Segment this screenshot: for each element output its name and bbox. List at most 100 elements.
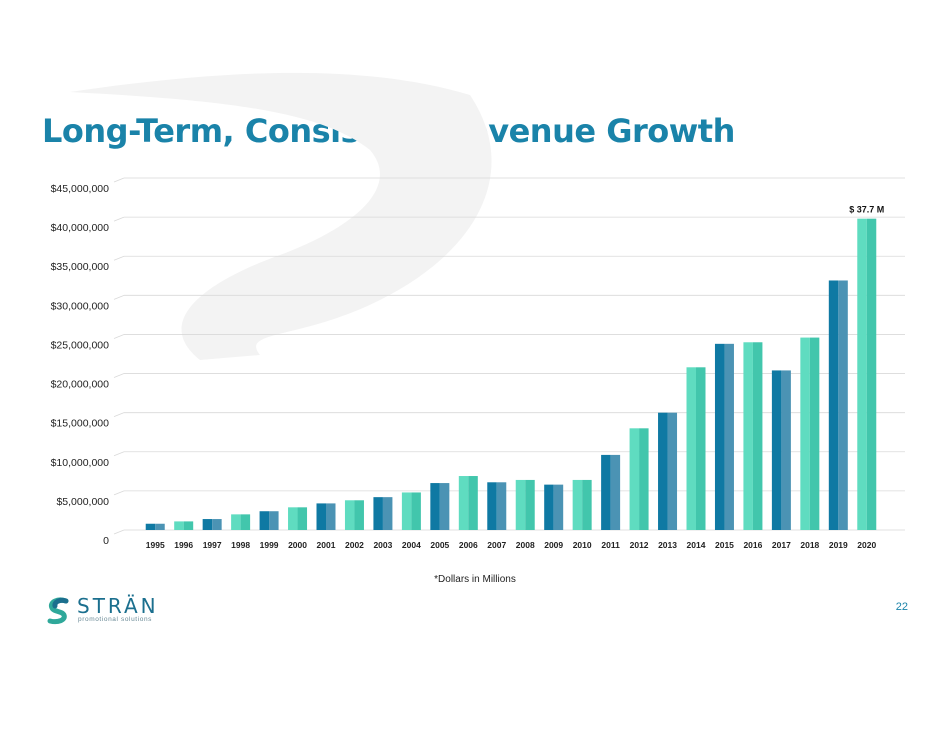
gridline-tick [113, 255, 125, 261]
page-number: 22 [895, 601, 908, 613]
bar-2012 [629, 428, 649, 530]
bar-face-right [724, 343, 734, 530]
gridline-tick [113, 529, 125, 535]
x-tick-label: 1999 [260, 540, 279, 550]
bar-face-right [696, 367, 706, 530]
bar-face-left [316, 503, 326, 530]
bar-face-left [572, 479, 583, 530]
gridline-tick [113, 490, 125, 496]
bar-2003 [373, 497, 393, 530]
bar-2004 [401, 492, 421, 530]
bar-face-right [496, 482, 507, 530]
bar-face-right [809, 337, 820, 530]
bar-face-left [231, 514, 241, 530]
bar-face-left [430, 483, 440, 530]
x-tick-label: 2010 [573, 540, 592, 550]
bar-face-left [401, 492, 412, 530]
bar-2019 [828, 280, 848, 530]
bar-face-right [866, 218, 877, 531]
y-tick-label: $35,000,000 [51, 261, 110, 273]
x-tick-label: 2014 [687, 540, 706, 550]
bar-face-left [743, 342, 753, 530]
bar-2010 [572, 479, 592, 530]
bar-2001 [316, 503, 336, 530]
bar-face-left [515, 479, 526, 530]
bar-face-right [439, 483, 450, 530]
stran-logo: STRÄN promotional solutions [44, 594, 164, 626]
bar-1998 [231, 514, 251, 530]
x-tick-label: 2007 [487, 540, 506, 550]
stran-s-logo-icon [47, 597, 69, 625]
x-tick-label: 2009 [544, 540, 563, 550]
y-tick-label: $20,000,000 [51, 379, 110, 391]
bar-1996 [174, 521, 194, 530]
bar-2015 [714, 343, 734, 530]
bar-face-right [781, 370, 791, 530]
x-tick-label: 2019 [829, 540, 848, 550]
bar-face-left [458, 476, 469, 530]
x-tick-label: 2002 [345, 540, 364, 550]
x-tick-label: 2008 [516, 540, 535, 550]
bar-face-right [838, 280, 848, 530]
bar-face-left [714, 343, 725, 530]
bar-2011 [601, 454, 621, 530]
bar-2014 [686, 367, 706, 530]
bar-face-right [639, 428, 649, 530]
bar-1995 [145, 523, 165, 530]
bar-face-right [212, 519, 222, 530]
bar-face-left [202, 519, 213, 530]
bar-face-right [468, 476, 478, 530]
y-tick-label: $15,000,000 [51, 418, 110, 430]
bar-face-left [288, 507, 298, 530]
x-tick-label: 1997 [203, 540, 222, 550]
x-tick-label: 2013 [658, 540, 677, 550]
x-tick-label: 1996 [174, 540, 193, 550]
y-tick-label: $25,000,000 [51, 339, 110, 351]
bar-2002 [344, 500, 364, 530]
bar-face-left [771, 370, 782, 530]
x-tick-label: 2016 [743, 540, 762, 550]
bar-2005 [430, 483, 450, 530]
x-tick-label: 2015 [715, 540, 734, 550]
bar-face-left [658, 412, 668, 530]
bar-face-right [297, 507, 308, 530]
x-tick-label: 2011 [601, 540, 620, 550]
bar-2006 [458, 476, 478, 530]
x-tick-label: 2000 [288, 540, 307, 550]
bar-face-right [382, 497, 393, 530]
bar-face-left [601, 454, 611, 530]
bar-face-right [411, 492, 421, 530]
x-tick-label: 2001 [317, 540, 336, 550]
bar-face-left [857, 218, 867, 531]
bar-2000 [288, 507, 308, 530]
gridline-tick [113, 177, 125, 183]
bar-face-left [373, 497, 383, 530]
data-label-2020: $ 37.7 M [849, 205, 884, 215]
x-tick-label: 2004 [402, 540, 421, 550]
bar-face-left [686, 367, 696, 530]
x-tick-label: 1998 [231, 540, 250, 550]
gridline-tick [113, 216, 125, 222]
x-tick-label: 2003 [373, 540, 392, 550]
bar-1997 [202, 519, 222, 530]
bar-face-left [487, 482, 497, 530]
x-tick-label: 2006 [459, 540, 478, 550]
watermark-swoosh-icon [70, 72, 492, 360]
bar-1999 [259, 511, 279, 530]
y-tick-label: $40,000,000 [51, 222, 110, 234]
bar-face-left [828, 280, 839, 530]
x-tick-label: 2012 [630, 540, 649, 550]
bar-face-right [667, 412, 678, 530]
bar-face-right [582, 479, 592, 530]
bar-face-left [145, 523, 156, 530]
gridline-tick [113, 294, 125, 300]
bar-2009 [544, 484, 564, 530]
bar-2017 [771, 370, 791, 530]
bar-face-right [553, 484, 564, 530]
bar-face-right [326, 503, 336, 530]
bar-face-right [155, 523, 165, 530]
bar-2016 [743, 342, 763, 530]
bar-face-left [344, 500, 355, 530]
bar-face-right [752, 342, 763, 530]
bar-face-left [629, 428, 640, 530]
